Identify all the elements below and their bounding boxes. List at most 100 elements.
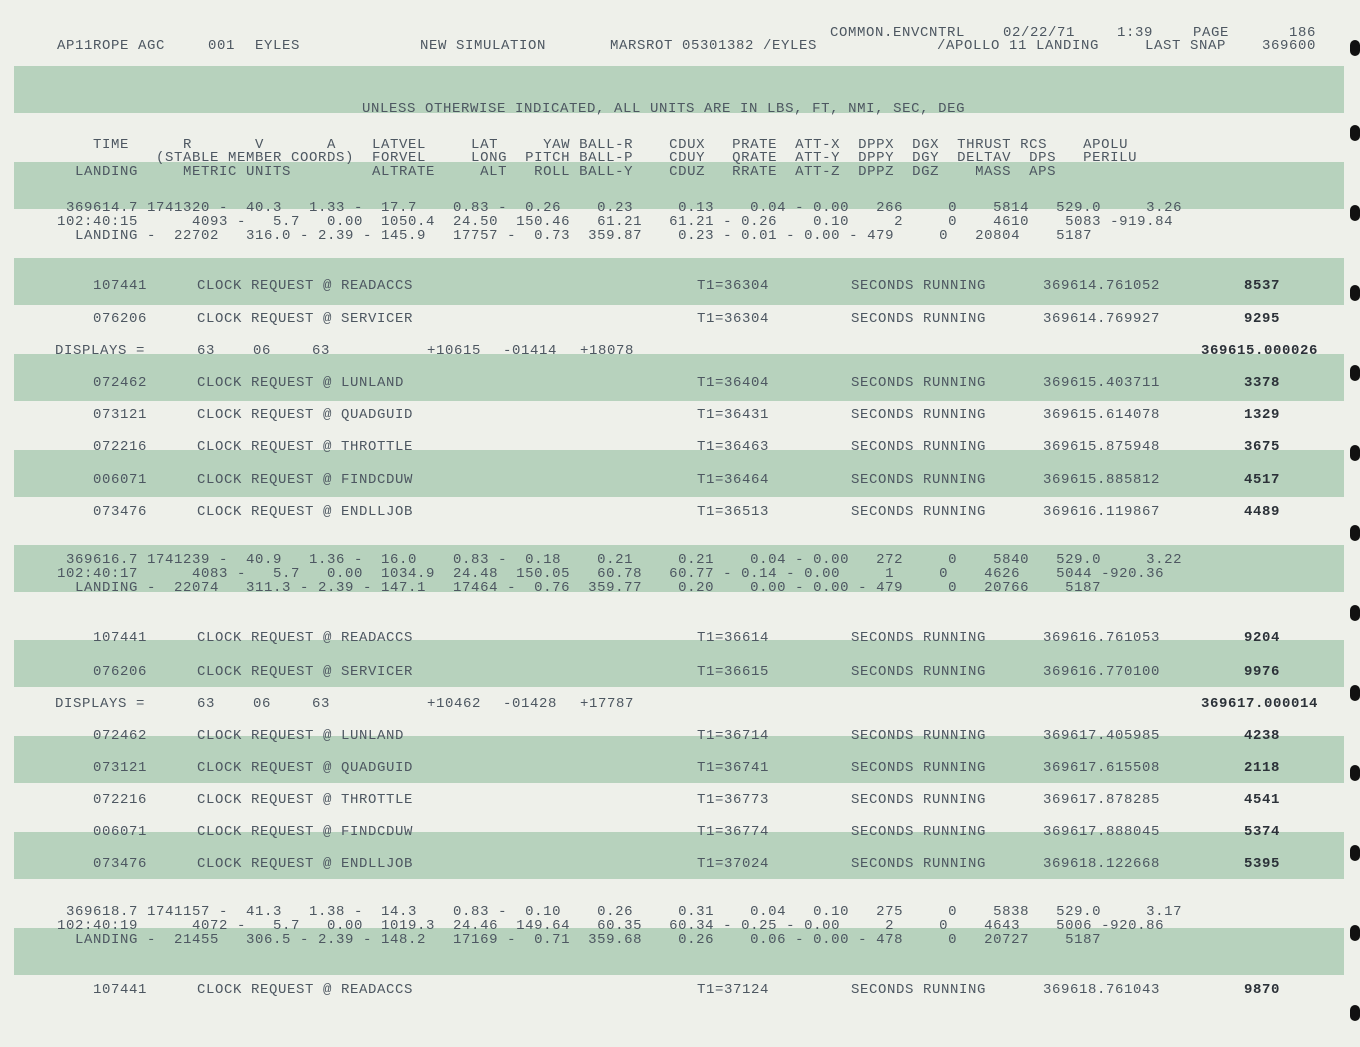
status: SECONDS RUNNING bbox=[851, 630, 987, 646]
t1-value: T1=36304 bbox=[697, 278, 770, 294]
status: SECONDS RUNNING bbox=[851, 760, 987, 776]
status: SECONDS RUNNING bbox=[851, 278, 987, 294]
job-id: 006071 bbox=[93, 824, 148, 840]
clock-time: 369616.119867 bbox=[1043, 504, 1161, 520]
clock-request: CLOCK REQUEST @ FINDCDUW bbox=[197, 824, 414, 840]
clock-request: CLOCK REQUEST @ SERVICER bbox=[197, 664, 414, 680]
header-text: 186 bbox=[1288, 25, 1316, 41]
job-id: 076206 bbox=[93, 311, 148, 327]
display-value: 63 bbox=[197, 696, 216, 712]
clock-request: CLOCK REQUEST @ LUNLAND bbox=[197, 375, 405, 391]
clock-request: CLOCK REQUEST @ QUADGUID bbox=[197, 407, 414, 423]
t1-value: T1=36741 bbox=[697, 760, 770, 776]
state-line: 369614.7 1741320 - 40.3 1.33 - 17.7 0.83… bbox=[57, 200, 1183, 216]
job-id: 107441 bbox=[93, 630, 148, 646]
t1-value: T1=37124 bbox=[697, 982, 770, 998]
green-bar bbox=[14, 162, 1344, 209]
status: SECONDS RUNNING bbox=[851, 407, 987, 423]
clock-time: 369618.761043 bbox=[1043, 982, 1161, 998]
clock-time: 369617.405985 bbox=[1043, 728, 1161, 744]
display-value: 63 bbox=[197, 343, 216, 359]
status: SECONDS RUNNING bbox=[851, 824, 987, 840]
green-bar bbox=[14, 640, 1344, 687]
t1-value: T1=36464 bbox=[697, 472, 770, 488]
displays-label: DISPLAYS = bbox=[55, 696, 146, 712]
clock-request: CLOCK REQUEST @ ENDLLJOB bbox=[197, 856, 414, 872]
clock-request: CLOCK REQUEST @ READACCS bbox=[197, 630, 414, 646]
count: 3378 bbox=[1243, 375, 1280, 391]
status: SECONDS RUNNING bbox=[851, 982, 987, 998]
header-text: 369600 bbox=[1261, 38, 1316, 54]
status: SECONDS RUNNING bbox=[851, 856, 987, 872]
header-text: NEW SIMULATION bbox=[420, 38, 547, 54]
t1-value: T1=37024 bbox=[697, 856, 770, 872]
clock-request: CLOCK REQUEST @ THROTTLE bbox=[197, 792, 414, 808]
state-line: 369616.7 1741239 - 40.9 1.36 - 16.0 0.83… bbox=[57, 552, 1183, 568]
t1-value: T1=36463 bbox=[697, 439, 770, 455]
status: SECONDS RUNNING bbox=[851, 472, 987, 488]
job-id: 107441 bbox=[93, 278, 148, 294]
display-value: 06 bbox=[253, 343, 272, 359]
job-id: 073476 bbox=[93, 856, 148, 872]
t1-value: T1=36404 bbox=[697, 375, 770, 391]
job-id: 072216 bbox=[93, 792, 148, 808]
display-value: 06 bbox=[253, 696, 272, 712]
tractor-hole bbox=[1350, 685, 1360, 701]
count: 2118 bbox=[1243, 760, 1280, 776]
t1-value: T1=36513 bbox=[697, 504, 770, 520]
green-bar bbox=[14, 928, 1344, 975]
count: 9976 bbox=[1243, 664, 1280, 680]
count: 9870 bbox=[1243, 982, 1280, 998]
tractor-hole bbox=[1350, 285, 1360, 301]
state-line: 102:40:15 4093 - 5.7 0.00 1050.4 24.50 1… bbox=[57, 214, 1174, 230]
tractor-hole bbox=[1350, 125, 1360, 141]
display-time: 369617.000014 bbox=[1200, 696, 1318, 712]
tractor-hole bbox=[1350, 525, 1360, 541]
display-value: 63 bbox=[312, 696, 331, 712]
displays-label: DISPLAYS = bbox=[55, 343, 146, 359]
green-bar bbox=[14, 736, 1344, 783]
header-text: MARSROT 05301382 /EYLES bbox=[610, 38, 818, 54]
state-line: 369618.7 1741157 - 41.3 1.38 - 14.3 0.83… bbox=[57, 904, 1183, 920]
clock-request: CLOCK REQUEST @ THROTTLE bbox=[197, 439, 414, 455]
clock-time: 369618.122668 bbox=[1043, 856, 1161, 872]
status: SECONDS RUNNING bbox=[851, 439, 987, 455]
count: 4541 bbox=[1243, 792, 1280, 808]
count: 1329 bbox=[1243, 407, 1280, 423]
count: 3675 bbox=[1243, 439, 1280, 455]
column-header: (STABLE MEMBER COORDS) FORVEL LONG PITCH… bbox=[57, 150, 1138, 166]
green-bar bbox=[14, 66, 1344, 113]
count: 4238 bbox=[1243, 728, 1280, 744]
clock-time: 369617.888045 bbox=[1043, 824, 1161, 840]
header-text: PAGE bbox=[1193, 25, 1230, 41]
state-line: LANDING - 21455 306.5 - 2.39 - 148.2 171… bbox=[57, 932, 1102, 948]
display-value: +10615 bbox=[427, 343, 482, 359]
header-text: 02/22/71 bbox=[1003, 25, 1076, 41]
clock-time: 369615.885812 bbox=[1043, 472, 1161, 488]
display-value: 63 bbox=[312, 343, 331, 359]
header-text: COMMON.ENVCNTRL bbox=[830, 25, 966, 41]
count: 9204 bbox=[1243, 630, 1280, 646]
display-time: 369615.000026 bbox=[1200, 343, 1318, 359]
t1-value: T1=36773 bbox=[697, 792, 770, 808]
job-id: 072462 bbox=[93, 728, 148, 744]
header-text: AP11ROPE AGC bbox=[57, 38, 166, 54]
tractor-hole bbox=[1350, 445, 1360, 461]
status: SECONDS RUNNING bbox=[851, 504, 987, 520]
green-bar bbox=[14, 545, 1344, 592]
t1-value: T1=36304 bbox=[697, 311, 770, 327]
count: 4517 bbox=[1243, 472, 1280, 488]
clock-request: CLOCK REQUEST @ READACCS bbox=[197, 982, 414, 998]
tractor-hole bbox=[1350, 40, 1360, 56]
display-value: +10462 bbox=[427, 696, 482, 712]
count: 9295 bbox=[1243, 311, 1280, 327]
green-bar bbox=[14, 354, 1344, 401]
header-text: 001 bbox=[208, 38, 236, 54]
tractor-hole bbox=[1350, 365, 1360, 381]
green-bar bbox=[14, 832, 1344, 879]
header-text: LAST SNAP bbox=[1145, 38, 1227, 54]
tractor-hole bbox=[1350, 605, 1360, 621]
header-text: EYLES bbox=[255, 38, 301, 54]
clock-time: 369615.403711 bbox=[1043, 375, 1161, 391]
